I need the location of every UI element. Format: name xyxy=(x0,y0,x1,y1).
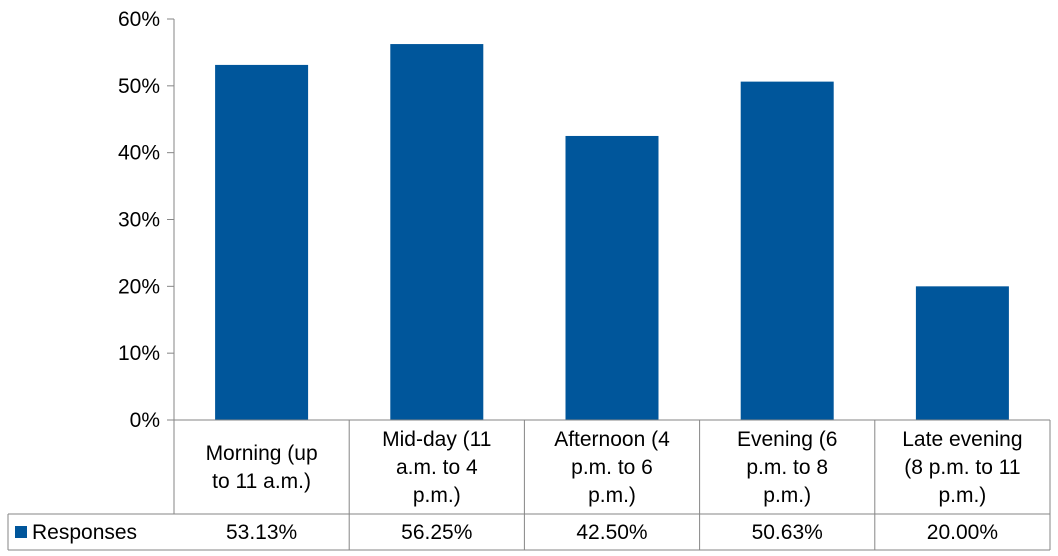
bar xyxy=(915,286,1009,420)
category-label: Mid-day (11 xyxy=(382,428,491,451)
bar xyxy=(390,44,484,420)
category-label: p.m.) xyxy=(413,484,461,507)
y-tick-label: 20% xyxy=(118,275,160,298)
data-value-label: 50.63% xyxy=(752,521,823,544)
category-label: p.m.) xyxy=(763,484,811,507)
y-tick-label: 50% xyxy=(118,75,160,98)
category-label: a.m. to 4 xyxy=(396,456,478,479)
category-label: p.m. to 8 xyxy=(746,456,828,479)
y-tick-label: 60% xyxy=(118,8,160,31)
bar xyxy=(740,81,834,420)
data-value-label: 42.50% xyxy=(576,521,647,544)
y-tick-label: 40% xyxy=(118,142,160,165)
data-table: Morning (up to 11 a.m.) 53.13% Mid-day (11 a… xyxy=(7,419,1051,551)
data-value-label: 53.13% xyxy=(226,521,297,544)
axis-layer: 0% 10% 20% 30% 40% 50% 60% xyxy=(118,8,175,514)
data-value-label: 56.25% xyxy=(401,521,472,544)
category-label: Late evening xyxy=(902,428,1022,451)
bar xyxy=(215,64,309,421)
legend: Responses xyxy=(15,521,137,544)
category-label: (8 p.m. to 11 xyxy=(904,456,1020,479)
category-label: Morning (up xyxy=(206,442,318,465)
category-label: p.m.) xyxy=(588,484,636,507)
legend-label: Responses xyxy=(32,521,137,544)
category-label: Afternoon (4 xyxy=(554,428,670,451)
category-label: Evening (6 xyxy=(737,428,837,451)
data-value-label: 20.00% xyxy=(927,521,998,544)
y-tick-label: 0% xyxy=(130,409,160,432)
category-label: to 11 a.m.) xyxy=(212,470,311,493)
category-label: p.m.) xyxy=(938,484,986,507)
category-label: p.m. to 6 xyxy=(571,456,653,479)
bars-layer xyxy=(215,44,1009,421)
legend-swatch xyxy=(15,526,27,538)
bar xyxy=(565,135,659,421)
y-tick-label: 30% xyxy=(118,209,160,232)
y-tick-label: 10% xyxy=(118,342,160,365)
